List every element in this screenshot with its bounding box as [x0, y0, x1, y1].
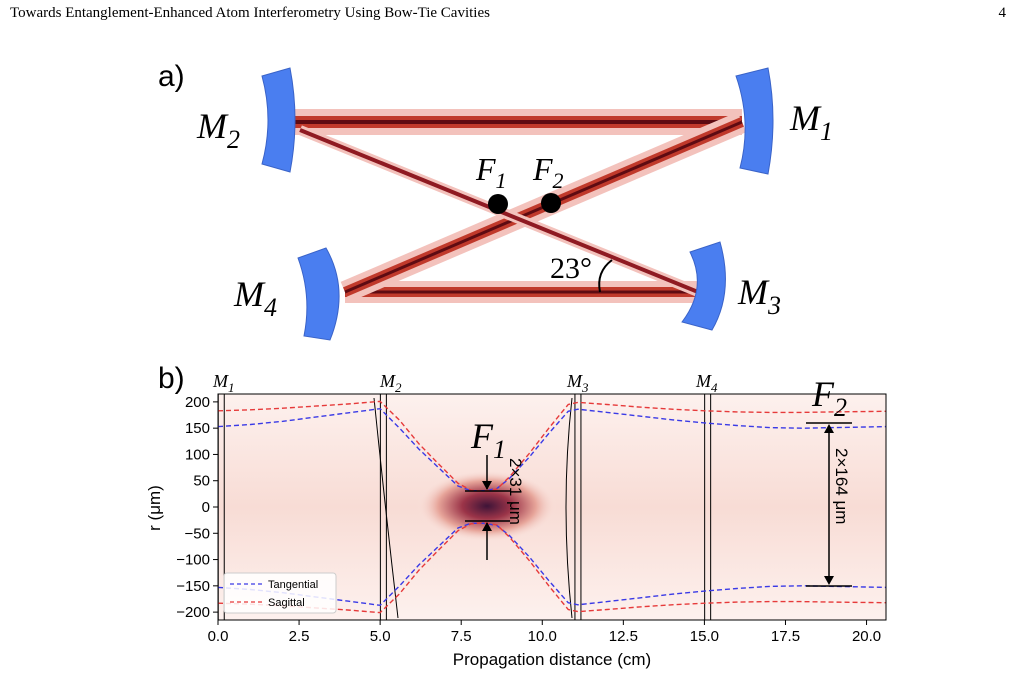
plot-label-m4: M4	[695, 371, 718, 395]
series-tangential-upper	[217, 407, 887, 492]
x-tick-label: 7.5	[451, 628, 472, 645]
y-tick-label: −200	[176, 604, 210, 621]
f2-width-annotation: 2×164 μm	[832, 448, 851, 524]
panel-b-label: b)	[158, 362, 185, 395]
legend-box	[223, 572, 337, 614]
plot-label-m3: M3	[566, 371, 589, 395]
y-axis-label: r (μm)	[145, 485, 164, 531]
x-tick-label: 2.5	[289, 628, 310, 645]
x-axis-label: Propagation distance (cm)	[453, 650, 651, 669]
label-m1: M1	[789, 98, 833, 146]
angle-label: 23°	[550, 252, 592, 285]
legend: Tangential Sagittal	[223, 572, 337, 614]
y-tick-label: −100	[176, 552, 210, 569]
series-sagittal-upper	[217, 400, 887, 492]
page-header-title: Towards Entanglement-Enhanced Atom Inter…	[10, 5, 490, 21]
x-tick-label: 15.0	[690, 628, 719, 645]
legend-label-sagittal: Sagittal	[268, 597, 305, 609]
y-tick-label: 200	[185, 394, 210, 411]
series-sagittal-lower	[217, 522, 887, 614]
f2-width-marker	[806, 422, 852, 587]
legend-label-tangential: Tangential	[268, 579, 318, 591]
x-tick-label: 12.5	[609, 628, 638, 645]
panel-a-label: a)	[158, 60, 185, 93]
focus-f2-dot	[541, 193, 561, 213]
label-m2: M2	[196, 106, 240, 154]
angle-arc	[598, 259, 613, 293]
plot-label-m2: M2	[379, 371, 402, 395]
cavity-beams	[292, 109, 747, 303]
x-tick-label: 20.0	[852, 628, 881, 645]
f1-width-annotation: 2×31 μm	[506, 458, 525, 525]
mirror-m3-curvature	[565, 397, 573, 619]
y-tick-label: −150	[176, 578, 210, 595]
beam-waist-intensity	[417, 470, 557, 542]
mirror-m1	[735, 67, 774, 175]
x-ticks: 0.0 2.5 5.0 7.5 10.0 12.5 15.0 17.5 20.0	[208, 620, 881, 645]
label-m4: M4	[233, 274, 277, 322]
page-number: 4	[998, 5, 1007, 21]
plot-label-f2: F2	[811, 374, 847, 422]
y-ticks: 200 150 100 50 0 −50 −100 −150 −200	[176, 394, 218, 621]
mirrors	[261, 67, 774, 341]
label-m3: M3	[737, 272, 781, 320]
panel-b: b) 0.0 2.5 5.0 7.5 10.0 12.5 15.0 17.5 20.0 200 1…	[145, 362, 887, 669]
focus-f1-dot	[488, 194, 508, 214]
y-tick-label: −50	[185, 525, 210, 542]
mirror-m4	[297, 247, 340, 341]
label-f1: F1	[475, 151, 507, 193]
label-f2: F2	[532, 151, 564, 193]
mirror-m3	[681, 241, 726, 331]
plot-label-m1: M1	[212, 371, 235, 395]
f1-width-marker	[465, 455, 510, 560]
panel-a: a)	[158, 60, 833, 341]
mirror-m2-curvature	[373, 397, 399, 619]
series-tangential-lower	[217, 522, 887, 607]
x-tick-label: 0.0	[208, 628, 229, 645]
x-tick-label: 5.0	[370, 628, 391, 645]
y-tick-label: 0	[202, 499, 210, 516]
series-layer	[217, 400, 887, 614]
x-tick-label: 10.0	[528, 628, 557, 645]
x-tick-label: 17.5	[771, 628, 800, 645]
y-tick-label: 150	[185, 420, 210, 437]
y-tick-label: 50	[193, 473, 210, 490]
mirror-m2	[261, 67, 296, 173]
y-tick-label: 100	[185, 446, 210, 463]
plot-label-f1: F1	[470, 416, 506, 464]
